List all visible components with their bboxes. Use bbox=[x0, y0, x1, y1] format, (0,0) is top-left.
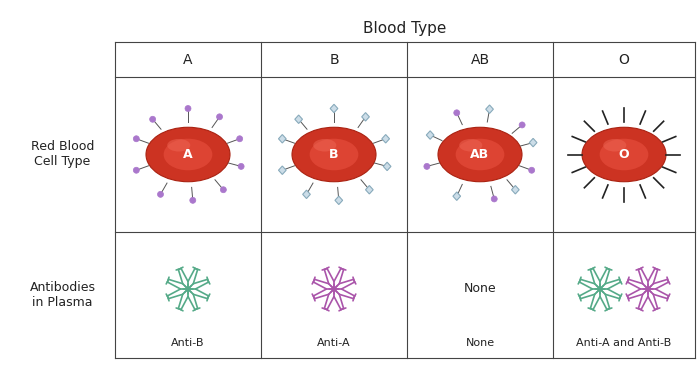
Circle shape bbox=[134, 167, 139, 173]
Circle shape bbox=[220, 187, 226, 193]
Circle shape bbox=[185, 105, 191, 111]
Polygon shape bbox=[382, 135, 389, 143]
Text: B: B bbox=[329, 53, 339, 66]
Text: Red Blood
Cell Type: Red Blood Cell Type bbox=[31, 141, 94, 169]
Ellipse shape bbox=[292, 127, 376, 182]
Ellipse shape bbox=[167, 139, 190, 151]
Circle shape bbox=[424, 164, 430, 169]
Text: Antibodies
in Plasma: Antibodies in Plasma bbox=[29, 281, 96, 309]
Polygon shape bbox=[453, 192, 461, 200]
Ellipse shape bbox=[313, 139, 336, 151]
Polygon shape bbox=[512, 185, 519, 194]
Circle shape bbox=[491, 196, 497, 202]
Text: Anti-B: Anti-B bbox=[171, 338, 205, 348]
Polygon shape bbox=[335, 196, 343, 204]
Polygon shape bbox=[426, 131, 434, 139]
Polygon shape bbox=[486, 105, 493, 114]
Circle shape bbox=[238, 164, 244, 169]
Text: A: A bbox=[183, 148, 193, 161]
Text: Blood Type: Blood Type bbox=[363, 20, 447, 35]
Text: None: None bbox=[463, 283, 496, 296]
Circle shape bbox=[190, 197, 196, 203]
Text: A: A bbox=[183, 53, 193, 66]
Circle shape bbox=[237, 136, 243, 142]
Ellipse shape bbox=[582, 127, 666, 182]
Circle shape bbox=[150, 116, 156, 122]
Ellipse shape bbox=[438, 127, 522, 182]
Polygon shape bbox=[295, 115, 303, 123]
Ellipse shape bbox=[456, 139, 505, 170]
Text: Anti-A: Anti-A bbox=[317, 338, 351, 348]
Polygon shape bbox=[278, 166, 286, 174]
Polygon shape bbox=[383, 162, 391, 170]
Text: O: O bbox=[619, 148, 629, 161]
Text: AB: AB bbox=[470, 53, 489, 66]
Text: None: None bbox=[466, 338, 495, 348]
Circle shape bbox=[528, 167, 535, 173]
Circle shape bbox=[217, 114, 222, 120]
Ellipse shape bbox=[164, 139, 212, 170]
Ellipse shape bbox=[603, 139, 626, 151]
Ellipse shape bbox=[600, 139, 649, 170]
Polygon shape bbox=[278, 135, 286, 143]
Ellipse shape bbox=[459, 139, 482, 151]
Circle shape bbox=[519, 122, 525, 128]
Ellipse shape bbox=[146, 127, 230, 182]
Circle shape bbox=[454, 110, 460, 116]
Text: O: O bbox=[619, 53, 629, 66]
Ellipse shape bbox=[310, 139, 359, 170]
Polygon shape bbox=[330, 104, 338, 113]
Polygon shape bbox=[529, 138, 537, 147]
Polygon shape bbox=[361, 112, 369, 121]
Circle shape bbox=[157, 191, 164, 197]
Text: B: B bbox=[329, 148, 339, 161]
Polygon shape bbox=[366, 185, 373, 194]
Text: Anti-A and Anti-B: Anti-A and Anti-B bbox=[577, 338, 672, 348]
Text: AB: AB bbox=[470, 148, 489, 161]
Circle shape bbox=[134, 136, 139, 142]
Polygon shape bbox=[303, 190, 310, 199]
